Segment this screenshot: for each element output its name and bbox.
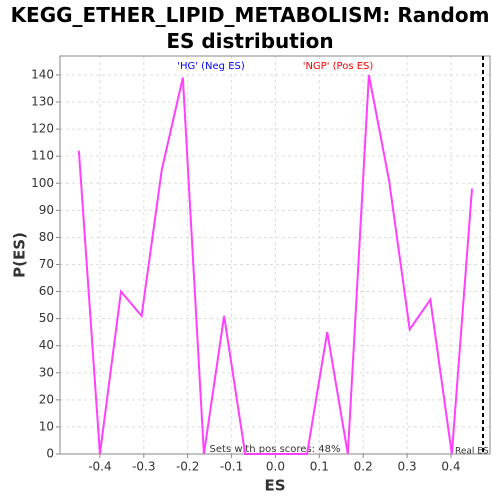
x-tick-label: 0.4	[441, 460, 460, 474]
y-tick-label: 50	[39, 311, 54, 325]
y-axis-label: P(ES)	[11, 232, 29, 278]
y-tick-label: 130	[31, 95, 54, 109]
y-tick-label: 60	[39, 284, 54, 298]
real-es-label: Real ES (	[455, 447, 495, 457]
pos-label: 'NGP' (Pos ES)	[303, 61, 374, 72]
x-tick-label: 0.2	[354, 460, 373, 474]
x-tick-label: 0.3	[398, 460, 417, 474]
y-tick-label: 70	[39, 257, 54, 271]
y-tick-label: 40	[39, 338, 54, 352]
x-tick-label: 0.0	[266, 460, 285, 474]
x-tick-label: 0.1	[310, 460, 329, 474]
y-tick-label: 20	[39, 392, 54, 406]
grid-layer	[60, 56, 490, 455]
x-tick-label: -0.2	[176, 460, 199, 474]
y-tick-label: 120	[31, 122, 54, 136]
y-tick-label: 140	[31, 67, 54, 81]
chart-title: KEGG_ETHER_LIPID_METABOLISM: Random ES d…	[10, 3, 490, 53]
x-tick-label: -0.4	[88, 460, 111, 474]
y-tick-label: 110	[31, 149, 54, 163]
y-tick-label: 90	[39, 203, 54, 217]
neg-label: 'HG' (Neg ES)	[177, 61, 245, 72]
x-tick-label: -0.3	[132, 460, 155, 474]
pos-scores-label: Sets with pos scores: 48%	[210, 444, 341, 455]
series-line	[77, 74, 474, 455]
y-tick-label: 30	[39, 365, 54, 379]
x-axis-label: ES	[264, 477, 285, 495]
y-tick-label: 0	[46, 447, 54, 461]
x-tick-label: -0.1	[220, 460, 243, 474]
y-tick-label: 80	[39, 230, 54, 244]
y-tick-label: 10	[39, 419, 54, 433]
y-tick-label: 100	[31, 176, 54, 190]
